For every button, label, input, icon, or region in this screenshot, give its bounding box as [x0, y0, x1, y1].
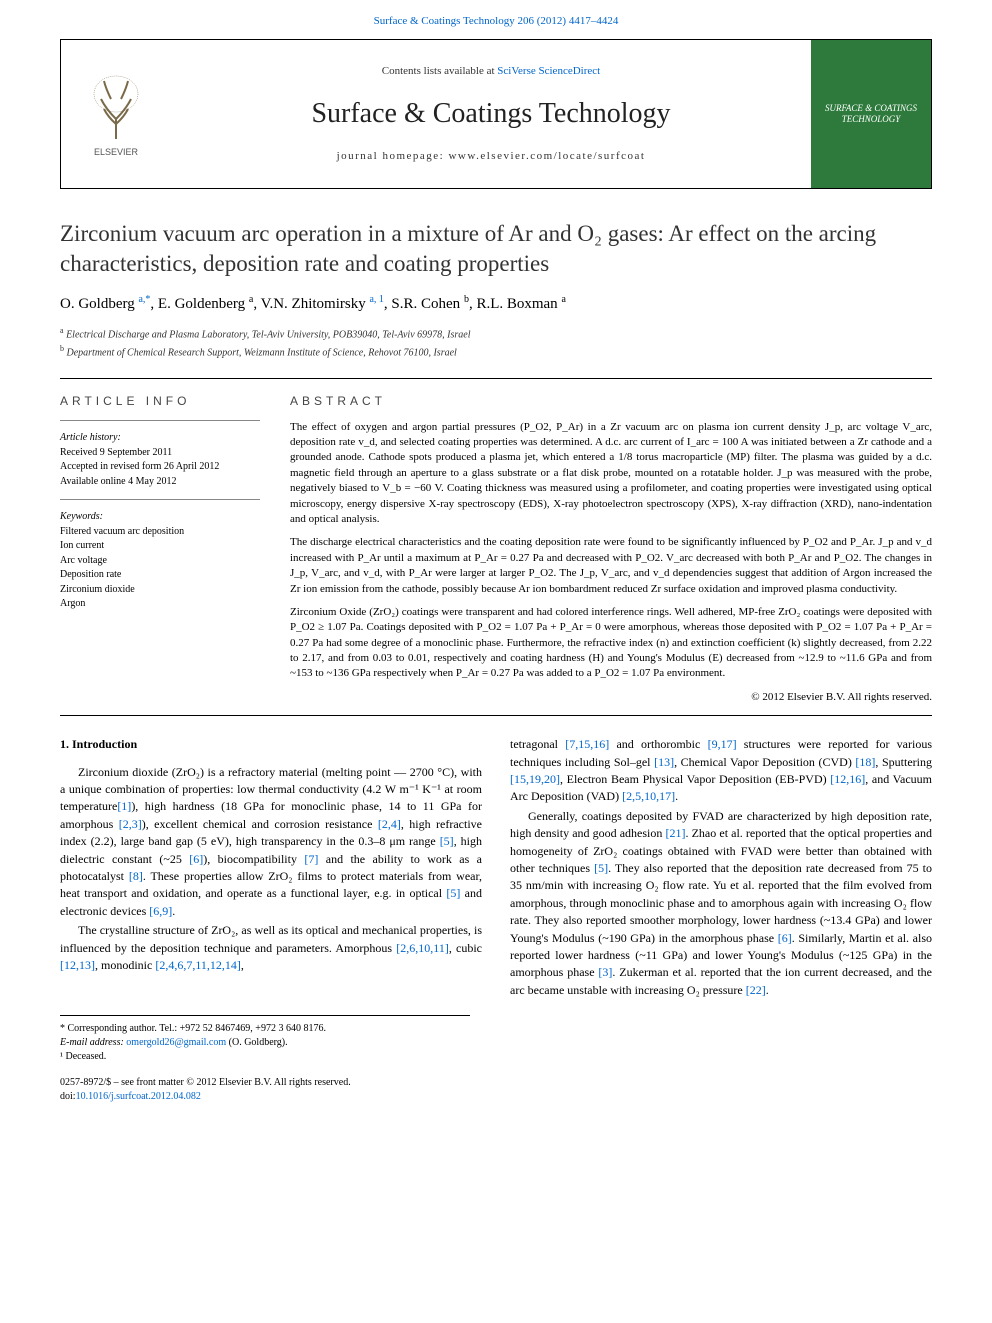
ref-link[interactable]: [12,13]	[60, 958, 95, 972]
info-abstract-row: ARTICLE INFO Article history: Received 9…	[60, 379, 932, 715]
header-center: Contents lists available at SciVerse Sci…	[171, 40, 811, 188]
body-para: tetragonal [7,15,16] and orthorombic [9,…	[510, 736, 932, 806]
history-label: Article history:	[60, 431, 260, 446]
ref-link[interactable]: [2,5,10,17]	[622, 789, 675, 803]
ref-link[interactable]: [5]	[440, 834, 454, 848]
ref-link[interactable]: [8]	[129, 869, 143, 883]
article-info-col: ARTICLE INFO Article history: Received 9…	[60, 393, 260, 705]
elsevier-tree-logo: ELSEVIER	[76, 69, 156, 159]
article-title: Zirconium vacuum arc operation in a mixt…	[60, 219, 932, 279]
body-col-right: tetragonal [7,15,16] and orthorombic [9,…	[510, 736, 932, 1001]
ref-link[interactable]: [2,4]	[378, 817, 401, 831]
email-link[interactable]: omergold26@gmail.com	[126, 1037, 226, 1048]
author-mark-link[interactable]: a,*	[138, 294, 150, 305]
ref-link[interactable]: [5]	[594, 861, 608, 875]
doi-link[interactable]: 10.1016/j.surfcoat.2012.04.082	[76, 1091, 201, 1102]
journal-cover-thumb: SURFACE & COATINGS TECHNOLOGY	[811, 40, 931, 188]
ref-link[interactable]: [2,4,6,7,11,12,14]	[155, 958, 241, 972]
ref-link[interactable]: [5]	[446, 886, 460, 900]
abstract-col: ABSTRACT The effect of oxygen and argon …	[290, 393, 932, 705]
intro-heading: 1. Introduction	[60, 736, 482, 753]
keywords-label: Keywords:	[60, 510, 260, 525]
ref-link[interactable]: [13]	[654, 755, 674, 769]
body-para: Zirconium dioxide (ZrO₂) is a refractory…	[60, 764, 482, 921]
contents-list-line: Contents lists available at SciVerse Sci…	[382, 64, 600, 79]
journal-header-box: ELSEVIER Contents lists available at Sci…	[60, 39, 932, 189]
author: S.R. Cohen b	[391, 296, 469, 312]
elsevier-text: ELSEVIER	[94, 147, 139, 157]
history-received: Received 9 September 2011	[60, 446, 260, 461]
footnotes-block: * Corresponding author. Tel.: +972 52 84…	[60, 1015, 470, 1064]
author-mark-link[interactable]: a, 1	[369, 294, 383, 305]
history-revised: Accepted in revised form 26 April 2012	[60, 460, 260, 475]
bottom-meta: 0257-8972/$ – see front matter © 2012 El…	[60, 1076, 932, 1104]
abstract-para: Zirconium Oxide (ZrO₂) coatings were tra…	[290, 605, 932, 682]
body-para: Generally, coatings deposited by FVAD ar…	[510, 808, 932, 999]
ref-link[interactable]: [6]	[778, 931, 792, 945]
keyword: Filtered vacuum arc deposition	[60, 525, 260, 540]
ref-link[interactable]: [7,15,16]	[565, 737, 609, 751]
affiliations: a Electrical Discharge and Plasma Labora…	[60, 325, 932, 360]
article-info-heading: ARTICLE INFO	[60, 393, 260, 410]
author: R.L. Boxman a	[476, 296, 565, 312]
affiliation: a Electrical Discharge and Plasma Labora…	[60, 325, 932, 342]
ref-link[interactable]: [6,9]	[149, 904, 172, 918]
deceased-note: ¹ Deceased.	[60, 1050, 470, 1064]
sciencedirect-link[interactable]: SciVerse ScienceDirect	[497, 65, 600, 77]
journal-citation-header: Surface & Coatings Technology 206 (2012)…	[0, 0, 992, 39]
ref-link[interactable]: [9,17]	[708, 737, 737, 751]
keyword: Deposition rate	[60, 568, 260, 583]
journal-homepage-url[interactable]: www.elsevier.com/locate/surfcoat	[448, 150, 645, 162]
abstract-para: The effect of oxygen and argon partial p…	[290, 420, 932, 528]
abstract-para: The discharge electrical characteristics…	[290, 535, 932, 597]
history-online: Available online 4 May 2012	[60, 475, 260, 490]
ref-link[interactable]: [6]	[189, 852, 203, 866]
ref-link[interactable]: [22]	[746, 983, 766, 997]
ref-link[interactable]: [2,3]	[119, 817, 142, 831]
corresponding-author-note: * Corresponding author. Tel.: +972 52 84…	[60, 1022, 470, 1036]
doi-line: doi:10.1016/j.surfcoat.2012.04.082	[60, 1090, 932, 1104]
cover-brand-text: SURFACE & COATINGS TECHNOLOGY	[811, 103, 931, 126]
ref-link[interactable]: [18]	[855, 755, 875, 769]
author: V.N. Zhitomirsky a, 1	[261, 296, 384, 312]
ref-link[interactable]: [3]	[598, 965, 612, 979]
issn-copyright-line: 0257-8972/$ – see front matter © 2012 El…	[60, 1076, 932, 1090]
authors-line: O. Goldberg a,*, E. Goldenberg a, V.N. Z…	[60, 293, 932, 315]
ref-link[interactable]: [12,16]	[830, 772, 865, 786]
keyword: Argon	[60, 597, 260, 612]
ref-link[interactable]: [2,6,10,11]	[396, 941, 449, 955]
keyword: Zirconium dioxide	[60, 583, 260, 598]
journal-homepage-line: journal homepage: www.elsevier.com/locat…	[337, 149, 646, 164]
divider	[60, 715, 932, 716]
body-para: The crystalline structure of ZrO₂, as we…	[60, 922, 482, 974]
affiliation: b Department of Chemical Research Suppor…	[60, 343, 932, 360]
ref-link[interactable]: [7]	[304, 852, 318, 866]
ref-link[interactable]: [21]	[666, 826, 686, 840]
publisher-logo-cell: ELSEVIER	[61, 40, 171, 188]
ref-link[interactable]: [15,19,20]	[510, 772, 560, 786]
author: E. Goldenberg a	[158, 296, 253, 312]
author: O. Goldberg a,*	[60, 296, 150, 312]
abstract-heading: ABSTRACT	[290, 393, 932, 410]
ref-link[interactable]: [1]	[117, 799, 131, 813]
journal-name: Surface & Coatings Technology	[311, 94, 670, 133]
body-two-columns: 1. Introduction Zirconium dioxide (ZrO₂)…	[60, 736, 932, 1001]
keyword: Arc voltage	[60, 554, 260, 569]
abstract-copyright: © 2012 Elsevier B.V. All rights reserved…	[290, 690, 932, 705]
email-line: E-mail address: omergold26@gmail.com (O.…	[60, 1036, 470, 1050]
keyword: Ion current	[60, 539, 260, 554]
journal-citation-link[interactable]: Surface & Coatings Technology 206 (2012)…	[374, 15, 619, 27]
body-col-left: 1. Introduction Zirconium dioxide (ZrO₂)…	[60, 736, 482, 1001]
